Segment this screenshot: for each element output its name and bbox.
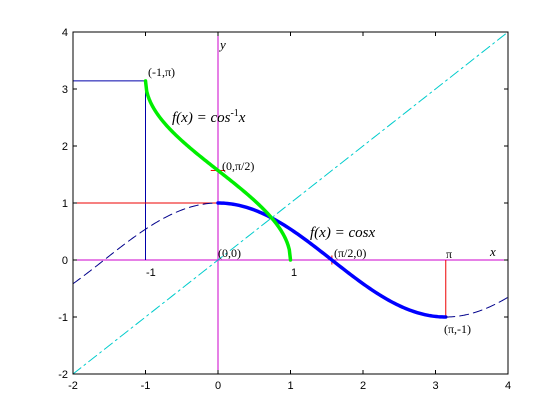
series-line-4 bbox=[72, 31, 509, 375]
plot-area bbox=[72, 31, 509, 375]
cos-function-label: f(x) = cosx bbox=[310, 225, 375, 241]
y-tick-label-6: 4 bbox=[62, 27, 68, 39]
arccos-function-label: f(x) = cos-1x bbox=[172, 108, 246, 126]
x-axis-pi-label: π bbox=[446, 247, 452, 261]
point-label-minus1-pi: (-1,π) bbox=[148, 65, 175, 79]
x-tick-label-1: -1 bbox=[141, 380, 151, 392]
x-axis-label: x bbox=[489, 244, 496, 259]
series-line-2 bbox=[445, 296, 509, 318]
y-tick-label-2: 0 bbox=[62, 255, 68, 267]
x-tick-label-2: 0 bbox=[215, 380, 221, 392]
point-label-0-pi-half: (0,π/2) bbox=[222, 159, 254, 173]
series-line-0 bbox=[72, 202, 219, 285]
point-label-pi-minus1: (π,-1) bbox=[444, 322, 471, 336]
y-axis-label: y bbox=[218, 37, 226, 52]
inner-tick-label-minus1: -1 bbox=[146, 267, 156, 279]
series-line-1 bbox=[216, 201, 448, 319]
x-tick-label-6: 4 bbox=[505, 380, 511, 392]
point-label-origin: (0,0) bbox=[218, 246, 241, 260]
series-line-3 bbox=[143, 79, 293, 262]
y-tick-label-1: -1 bbox=[58, 312, 68, 324]
axis-ticks: -2 -1 0 1 2 3 4 -2 -1 0 1 2 3 4 bbox=[58, 27, 511, 392]
point-label-pi-half-0: (π/2,0) bbox=[334, 246, 366, 260]
x-tick-label-5: 3 bbox=[432, 380, 438, 392]
x-tick-label-3: 1 bbox=[287, 380, 293, 392]
y-tick-label-5: 3 bbox=[62, 84, 68, 96]
annotations: y x f(x) = cos-1x f(x) = cosx (-1,π) (0,… bbox=[146, 37, 496, 336]
y-tick-label-3: 1 bbox=[62, 198, 68, 210]
inner-tick-label-1: 1 bbox=[291, 267, 297, 279]
x-tick-label-0: -2 bbox=[68, 380, 78, 392]
x-tick-label-4: 2 bbox=[360, 380, 366, 392]
y-tick-label-0: -2 bbox=[58, 369, 68, 381]
y-tick-label-4: 2 bbox=[62, 141, 68, 153]
